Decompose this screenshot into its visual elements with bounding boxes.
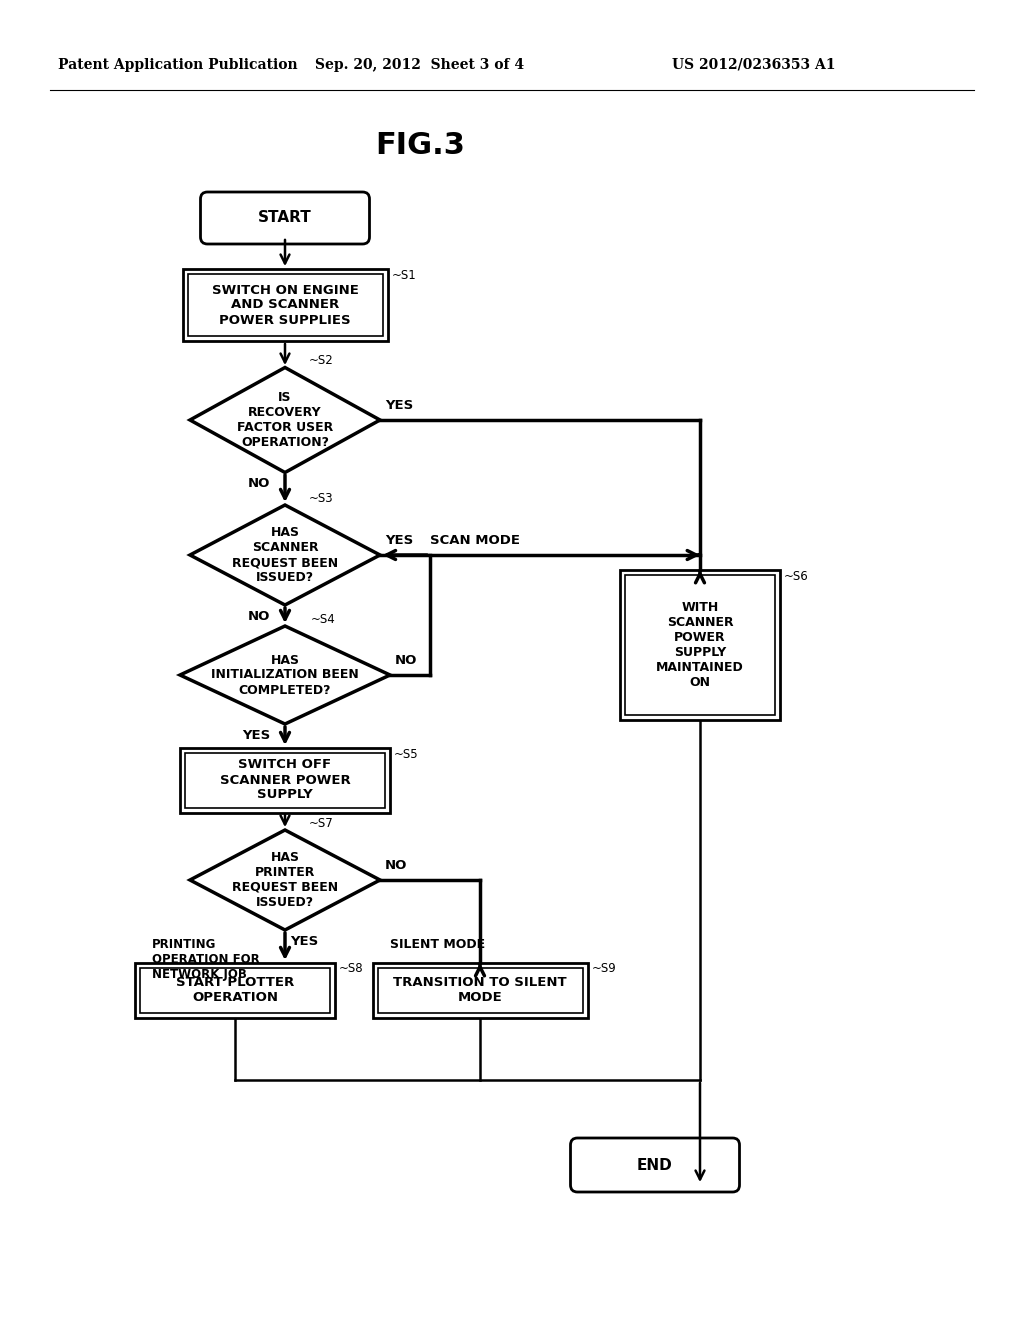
Polygon shape: [190, 830, 380, 931]
Text: HAS
PRINTER
REQUEST BEEN
ISSUED?: HAS PRINTER REQUEST BEEN ISSUED?: [232, 851, 338, 909]
Bar: [185, 752, 385, 808]
FancyBboxPatch shape: [201, 191, 370, 244]
Text: Patent Application Publication: Patent Application Publication: [58, 58, 298, 73]
Text: ~S4: ~S4: [311, 612, 336, 626]
Text: US 2012/0236353 A1: US 2012/0236353 A1: [672, 58, 836, 73]
Text: ~S5: ~S5: [394, 747, 419, 760]
Text: START PLOTTER
OPERATION: START PLOTTER OPERATION: [176, 975, 294, 1005]
FancyBboxPatch shape: [570, 1138, 739, 1192]
Text: PRINTING
OPERATION FOR
NETWORK JOB: PRINTING OPERATION FOR NETWORK JOB: [152, 939, 260, 981]
Text: END: END: [637, 1158, 673, 1172]
Text: YES: YES: [385, 535, 414, 546]
Text: SILENT MODE: SILENT MODE: [390, 939, 485, 950]
Text: NO: NO: [248, 477, 270, 490]
Text: YES: YES: [290, 935, 318, 948]
Bar: [378, 968, 583, 1012]
Text: NO: NO: [248, 610, 270, 623]
Text: SWITCH ON ENGINE
AND SCANNER
POWER SUPPLIES: SWITCH ON ENGINE AND SCANNER POWER SUPPL…: [212, 284, 358, 326]
Bar: [182, 269, 387, 341]
Bar: [140, 968, 330, 1012]
Text: SWITCH OFF
SCANNER POWER
SUPPLY: SWITCH OFF SCANNER POWER SUPPLY: [219, 759, 350, 801]
Polygon shape: [190, 367, 380, 473]
Text: TRANSITION TO SILENT
MODE: TRANSITION TO SILENT MODE: [393, 975, 567, 1005]
Text: ~S2: ~S2: [309, 355, 334, 367]
Text: IS
RECOVERY
FACTOR USER
OPERATION?: IS RECOVERY FACTOR USER OPERATION?: [237, 391, 333, 449]
Polygon shape: [180, 626, 390, 723]
Bar: [620, 570, 780, 719]
Bar: [625, 576, 775, 715]
Text: ~S3: ~S3: [309, 492, 334, 506]
Bar: [180, 747, 390, 813]
Text: START: START: [258, 210, 312, 226]
Text: SCAN MODE: SCAN MODE: [430, 535, 520, 546]
Text: YES: YES: [385, 399, 414, 412]
Text: ~S1: ~S1: [391, 269, 416, 282]
Text: YES: YES: [242, 729, 270, 742]
Text: ~S7: ~S7: [309, 817, 334, 830]
Polygon shape: [190, 506, 380, 605]
Text: WITH
SCANNER
POWER
SUPPLY
MAINTAINED
ON: WITH SCANNER POWER SUPPLY MAINTAINED ON: [656, 601, 743, 689]
Text: NO: NO: [395, 653, 418, 667]
Text: HAS
INITIALIZATION BEEN
COMPLETED?: HAS INITIALIZATION BEEN COMPLETED?: [211, 653, 358, 697]
Text: NO: NO: [385, 859, 408, 873]
Text: FIG.3: FIG.3: [375, 131, 465, 160]
Text: Sep. 20, 2012  Sheet 3 of 4: Sep. 20, 2012 Sheet 3 of 4: [315, 58, 524, 73]
Text: ~S9: ~S9: [592, 962, 616, 975]
Bar: [187, 275, 383, 337]
Text: ~S8: ~S8: [339, 962, 364, 975]
Bar: [373, 962, 588, 1018]
Bar: [135, 962, 335, 1018]
Text: HAS
SCANNER
REQUEST BEEN
ISSUED?: HAS SCANNER REQUEST BEEN ISSUED?: [232, 525, 338, 583]
Text: ~S6: ~S6: [784, 570, 809, 583]
